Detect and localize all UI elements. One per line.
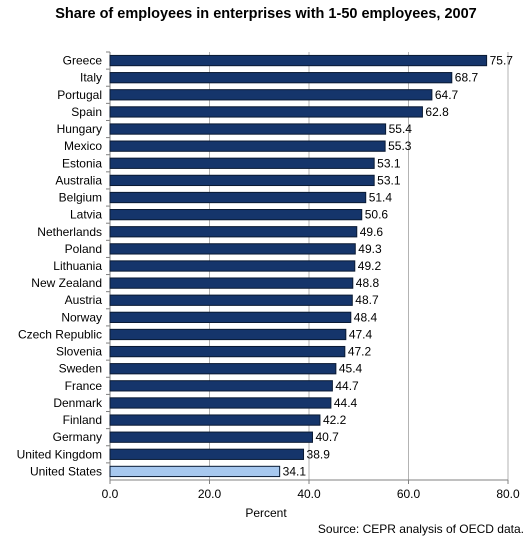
value-label: 68.7 — [455, 71, 479, 85]
category-label: Denmark — [53, 396, 103, 410]
category-label: Belgium — [59, 191, 102, 205]
category-label: Sweden — [59, 362, 102, 376]
value-label: 51.4 — [369, 191, 393, 205]
category-label: Spain — [71, 105, 102, 119]
bar — [109, 72, 453, 84]
bar — [109, 380, 333, 392]
x-tick-label: 80.0 — [496, 487, 520, 501]
category-label: Mexico — [64, 139, 102, 153]
value-label: 48.7 — [355, 293, 379, 307]
category-label: Lithuania — [53, 259, 102, 273]
category-label: Czech Republic — [18, 327, 102, 341]
bar — [109, 294, 353, 306]
category-label: New Zealand — [31, 276, 102, 290]
value-label: 75.7 — [490, 54, 514, 68]
category-label: United Kingdom — [17, 447, 102, 461]
bar — [109, 243, 356, 255]
value-label: 42.2 — [323, 413, 347, 427]
x-tick-label: 40.0 — [297, 487, 321, 501]
bar — [109, 431, 313, 443]
bar — [109, 123, 387, 135]
category-label: Australia — [55, 173, 102, 187]
bar — [109, 448, 305, 460]
value-label: 49.3 — [358, 242, 382, 256]
x-tick-label: 0.0 — [102, 487, 119, 501]
bar — [109, 157, 375, 169]
category-label: France — [65, 379, 103, 393]
bar — [109, 226, 358, 238]
bar — [109, 191, 367, 204]
category-label: Hungary — [57, 122, 102, 136]
category-label: Latvia — [70, 208, 102, 222]
category-label: Germany — [53, 430, 102, 444]
category-label: Finland — [63, 413, 102, 427]
bar — [109, 277, 354, 289]
source-note: Source: CEPR analysis of OECD data. — [317, 522, 524, 536]
bar — [109, 106, 423, 118]
value-label: 44.7 — [335, 379, 359, 393]
chart-title: Share of employees in enterprises with 1… — [55, 6, 477, 22]
value-label: 48.4 — [354, 310, 378, 324]
bar — [109, 140, 386, 152]
x-axis-title: Percent — [245, 506, 287, 520]
bar — [109, 54, 488, 67]
value-label: 49.6 — [360, 225, 384, 239]
category-label: Netherlands — [37, 225, 102, 239]
value-label: 44.4 — [334, 396, 358, 410]
category-label: Norway — [61, 310, 102, 324]
category-label: Slovenia — [56, 345, 102, 359]
value-label: 34.1 — [283, 464, 307, 478]
category-label: Poland — [65, 242, 102, 256]
bar — [109, 363, 337, 375]
bar — [109, 345, 346, 358]
value-label: 53.1 — [377, 156, 401, 170]
value-label: 53.1 — [377, 173, 401, 187]
value-label: 38.9 — [307, 447, 331, 461]
value-label: 64.7 — [435, 88, 459, 102]
bar — [109, 311, 352, 323]
value-label: 47.2 — [348, 345, 372, 359]
bar — [109, 328, 347, 341]
bar — [109, 209, 363, 221]
value-label: 55.3 — [388, 139, 412, 153]
bar — [109, 89, 433, 101]
category-label: Greece — [63, 54, 103, 68]
bar — [109, 414, 321, 426]
x-tick-label: 20.0 — [198, 487, 222, 501]
bar — [109, 397, 332, 409]
value-label: 48.8 — [356, 276, 380, 290]
bar — [109, 465, 281, 478]
value-label: 62.8 — [425, 105, 449, 119]
value-label: 50.6 — [365, 208, 389, 222]
value-label: 47.4 — [349, 327, 373, 341]
bar — [109, 174, 375, 187]
category-label: Italy — [80, 71, 102, 85]
category-label: Portugal — [57, 88, 102, 102]
value-label: 45.4 — [339, 362, 363, 376]
value-label: 55.4 — [389, 122, 413, 136]
category-label: Austria — [65, 293, 103, 307]
x-tick-label: 60.0 — [397, 487, 421, 501]
category-label: Estonia — [62, 156, 102, 170]
bar — [109, 260, 356, 272]
category-label: United States — [30, 464, 102, 478]
value-label: 40.7 — [315, 430, 339, 444]
value-label: 49.2 — [358, 259, 382, 273]
